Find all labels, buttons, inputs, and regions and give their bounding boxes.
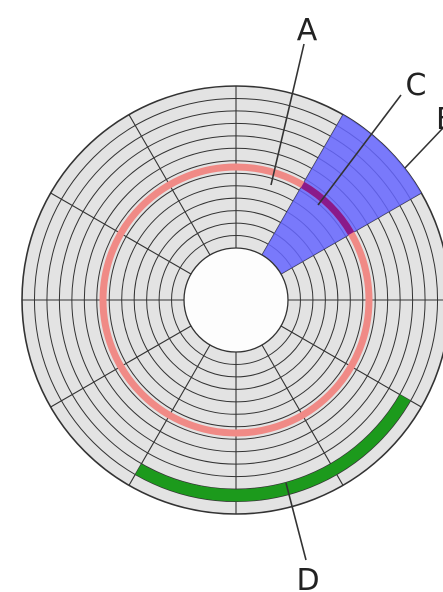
track-sector-highlight-c [300, 181, 355, 236]
spindle-hub [183, 247, 289, 353]
cluster-highlight-d [135, 394, 411, 502]
label-b: B [436, 102, 443, 137]
label-a: A [297, 13, 318, 48]
label-d: D [296, 563, 319, 592]
leader-line-a [270, 43, 305, 186]
leader-line-d [285, 482, 307, 561]
leader-line-c [317, 94, 402, 206]
leader-line-b [404, 127, 443, 169]
disk-platter [21, 85, 443, 515]
callouts: A B C D [270, 13, 443, 592]
label-c: C [406, 68, 427, 103]
